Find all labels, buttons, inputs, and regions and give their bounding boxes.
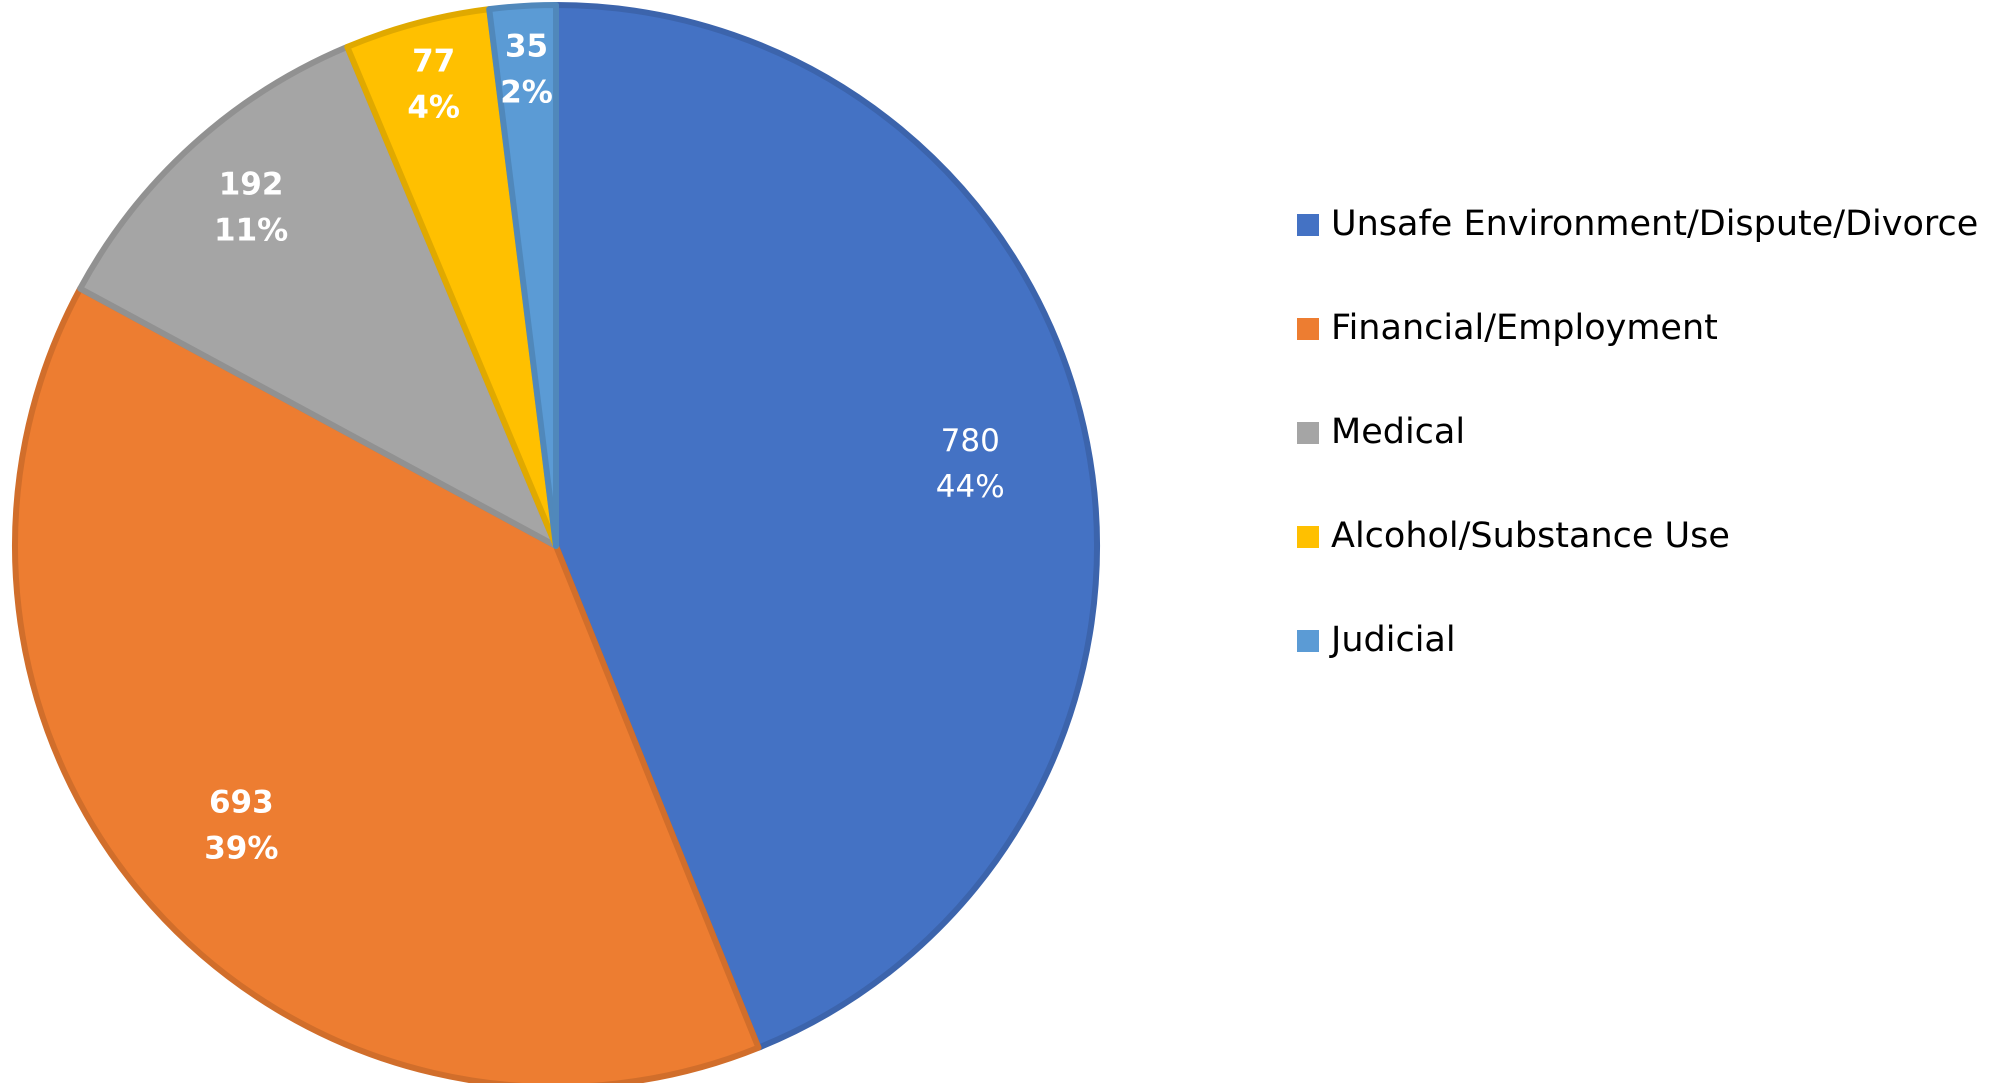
pie-slice	[553, 2, 1100, 1051]
legend-swatch	[1297, 318, 1319, 340]
data-label-percent: 4%	[407, 89, 460, 125]
legend-label: Judicial	[1329, 620, 1456, 660]
data-label-value: 77	[412, 43, 455, 79]
data-label-percent: 2%	[500, 74, 553, 110]
legend-swatch	[1297, 630, 1319, 652]
pie-slice	[77, 43, 559, 549]
data-label-percent: 39%	[204, 831, 278, 867]
data-label-value: 780	[941, 423, 1000, 459]
data-label-value: 192	[219, 167, 284, 203]
pie-slice	[486, 2, 559, 549]
data-label-value: 693	[209, 785, 274, 821]
legend-label: Unsafe Environment/Dispute/Divorce	[1331, 204, 1978, 244]
legend-swatch	[1297, 214, 1319, 236]
pie-slice	[12, 285, 762, 1083]
data-label-percent: 44%	[936, 469, 1005, 505]
legend-label: Medical	[1331, 412, 1465, 452]
legend-label: Alcohol/Substance Use	[1331, 516, 1730, 556]
legend-swatch	[1297, 422, 1319, 444]
legend-swatch	[1297, 526, 1319, 548]
data-label-value: 35	[505, 28, 548, 64]
legend-label: Financial/Employment	[1331, 308, 1718, 348]
data-label-percent: 11%	[214, 213, 288, 249]
